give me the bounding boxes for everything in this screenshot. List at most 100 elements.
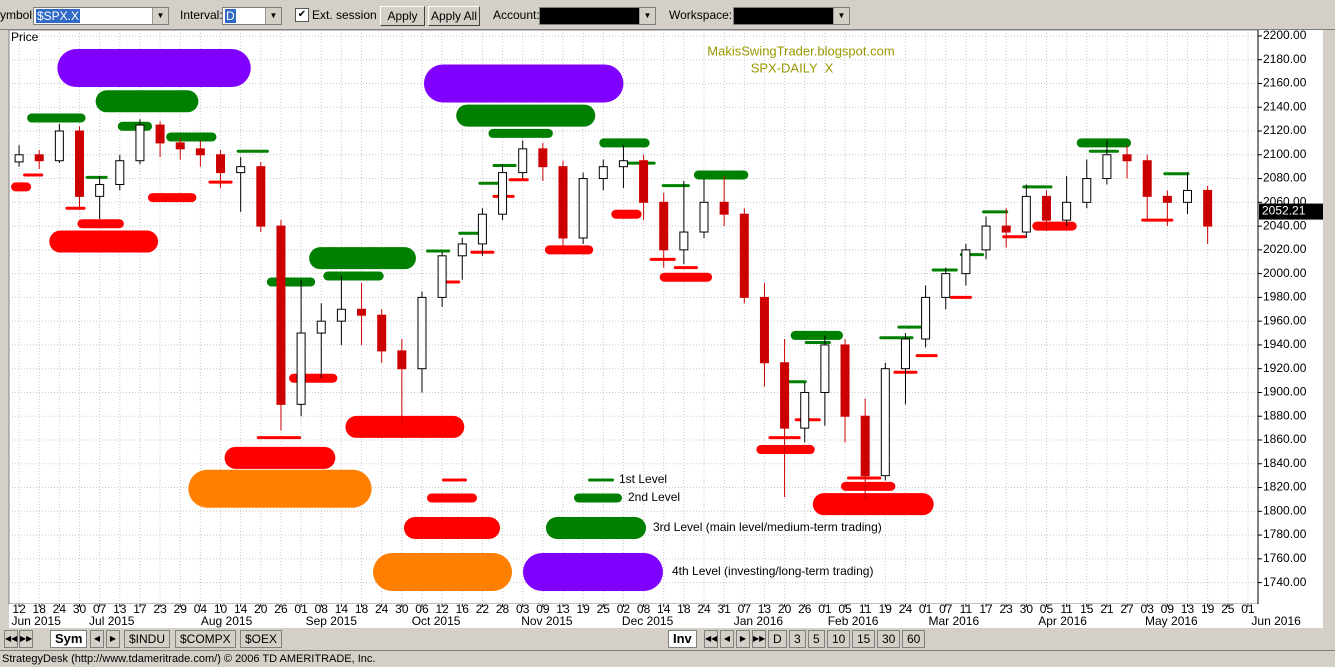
dropdown-arrow[interactable]: ▼: [833, 8, 849, 24]
legend-label: 1st Level: [619, 472, 667, 486]
x-tick-label: 24: [899, 602, 913, 616]
nav-last[interactable]: ▶▶: [752, 630, 766, 648]
nav-first[interactable]: ◀◀: [704, 630, 718, 648]
tab[interactable]: 15: [852, 630, 876, 648]
candle-body: [457, 243, 467, 257]
x-tick-label: 20: [254, 602, 268, 616]
candle-body: [54, 130, 64, 162]
x-tick-label: 20: [778, 602, 792, 616]
candle-body: [1041, 195, 1051, 221]
candle-body: [840, 344, 850, 417]
y-tick-label: 2200.00: [1263, 28, 1307, 42]
level-zone: [1163, 172, 1190, 176]
nav-next[interactable]: ▶: [736, 630, 750, 648]
y-tick-label: 1900.00: [1263, 385, 1307, 399]
symbol-input[interactable]: $SPX.X ▼: [33, 7, 169, 25]
x-tick-label: 26: [274, 602, 288, 616]
x-tick-label: 30: [395, 602, 409, 616]
x-tick-label: 07: [93, 602, 107, 616]
tab-bar: ◀◀ ▶▶ Sym ◀ ▶ $INDU $COMPX $OEX Inv ◀◀ ◀…: [0, 628, 1335, 648]
y-tick-label: 2100.00: [1263, 147, 1307, 161]
level-zone: [266, 277, 316, 287]
ext-session-checkbox[interactable]: ✔: [295, 8, 309, 22]
level-zone: [345, 415, 465, 438]
y-tick-label: 2040.00: [1263, 218, 1307, 232]
y-tick-label: 1840.00: [1263, 456, 1307, 470]
x-tick-label: 17: [979, 602, 993, 616]
level-zone: [611, 209, 642, 219]
x-tick-label: 25: [597, 602, 611, 616]
level-zone: [949, 295, 972, 299]
dropdown-arrow[interactable]: ▼: [152, 8, 168, 24]
tab[interactable]: D: [768, 630, 787, 648]
nav-prev[interactable]: ◀: [90, 630, 104, 648]
workspace-input[interactable]: ▼: [733, 7, 850, 25]
x-tick-label: 19: [879, 602, 893, 616]
y-tick-label: 1920.00: [1263, 361, 1307, 375]
candle-body: [75, 130, 85, 197]
candle-body: [1082, 178, 1092, 203]
tab[interactable]: $INDU: [124, 630, 171, 648]
x-tick-label: 27: [1120, 602, 1134, 616]
candle-body: [1062, 201, 1072, 221]
tab[interactable]: Inv: [668, 630, 697, 648]
nav-next[interactable]: ▶: [106, 630, 120, 648]
x-tick-label: 15: [1080, 602, 1094, 616]
annotation: SPX-DAILY X: [751, 60, 834, 75]
apply-all-button[interactable]: Apply All: [428, 6, 480, 26]
y-tick-label: 1880.00: [1263, 408, 1307, 422]
tab[interactable]: 3: [789, 630, 806, 648]
x-tick-label: 19: [1201, 602, 1215, 616]
level-zone: [456, 104, 596, 127]
dropdown-arrow[interactable]: ▼: [265, 8, 281, 24]
status-bar: StrategyDesk (http://www.tdameritrade.co…: [0, 650, 1335, 667]
level-zone: [1088, 149, 1119, 153]
candle-body: [175, 142, 185, 150]
candle-body: [216, 154, 226, 174]
toolbar: ymbol: $SPX.X ▼ Interval: D ▼ ✔ Ext. sessi…: [0, 0, 1335, 30]
candle-body: [1122, 154, 1132, 162]
level-zone: [812, 493, 934, 516]
x-tick-label: 12: [435, 602, 449, 616]
tab[interactable]: 30: [877, 630, 901, 648]
level-zone: [289, 373, 338, 383]
month-label: Feb 2016: [828, 614, 879, 628]
nav-first[interactable]: ◀◀: [4, 630, 18, 648]
y-tick-label: 1860.00: [1263, 432, 1307, 446]
level-zone: [426, 249, 451, 253]
x-tick-label: 24: [697, 602, 711, 616]
legend-label: 3rd Level (main level/medium-term tradin…: [653, 520, 882, 534]
tab[interactable]: $OEX: [240, 630, 283, 648]
x-tick-label: 08: [315, 602, 329, 616]
tab[interactable]: 60: [902, 630, 926, 648]
level-zone: [1032, 221, 1077, 231]
level-zone: [784, 380, 807, 384]
candle-body: [276, 225, 286, 405]
tab[interactable]: Sym: [50, 630, 88, 648]
tab[interactable]: $COMPX: [175, 630, 236, 648]
x-tick-label: 14: [657, 602, 671, 616]
x-tick-label: 26: [798, 602, 812, 616]
candle-body: [739, 213, 749, 298]
tab[interactable]: 5: [808, 630, 825, 648]
interval-input[interactable]: D ▼: [222, 7, 282, 25]
level-zone: [49, 230, 159, 253]
apply-button[interactable]: Apply: [380, 6, 425, 26]
candle-body: [900, 338, 910, 370]
axes: 1740.00 1760.00 1780.00 1800.00 1820.00 1840.…: [12, 28, 1323, 628]
last-price-label: 2052.21: [1262, 204, 1306, 218]
x-tick-label: 22: [476, 602, 490, 616]
x-tick-label: 30: [1020, 602, 1034, 616]
account-input[interactable]: ▼: [539, 7, 656, 25]
tab[interactable]: 10: [827, 630, 851, 648]
dropdown-arrow[interactable]: ▼: [639, 8, 655, 24]
x-tick-label: 24: [53, 602, 67, 616]
candle-body: [699, 201, 709, 233]
candle-body: [14, 154, 24, 163]
level-zone: [1022, 185, 1053, 189]
nav-last[interactable]: ▶▶: [19, 630, 33, 648]
legend-label: 2nd Level: [628, 490, 680, 504]
legend-swatch: [427, 493, 477, 503]
nav-prev[interactable]: ◀: [720, 630, 734, 648]
y-tick-label: 1800.00: [1263, 503, 1307, 517]
